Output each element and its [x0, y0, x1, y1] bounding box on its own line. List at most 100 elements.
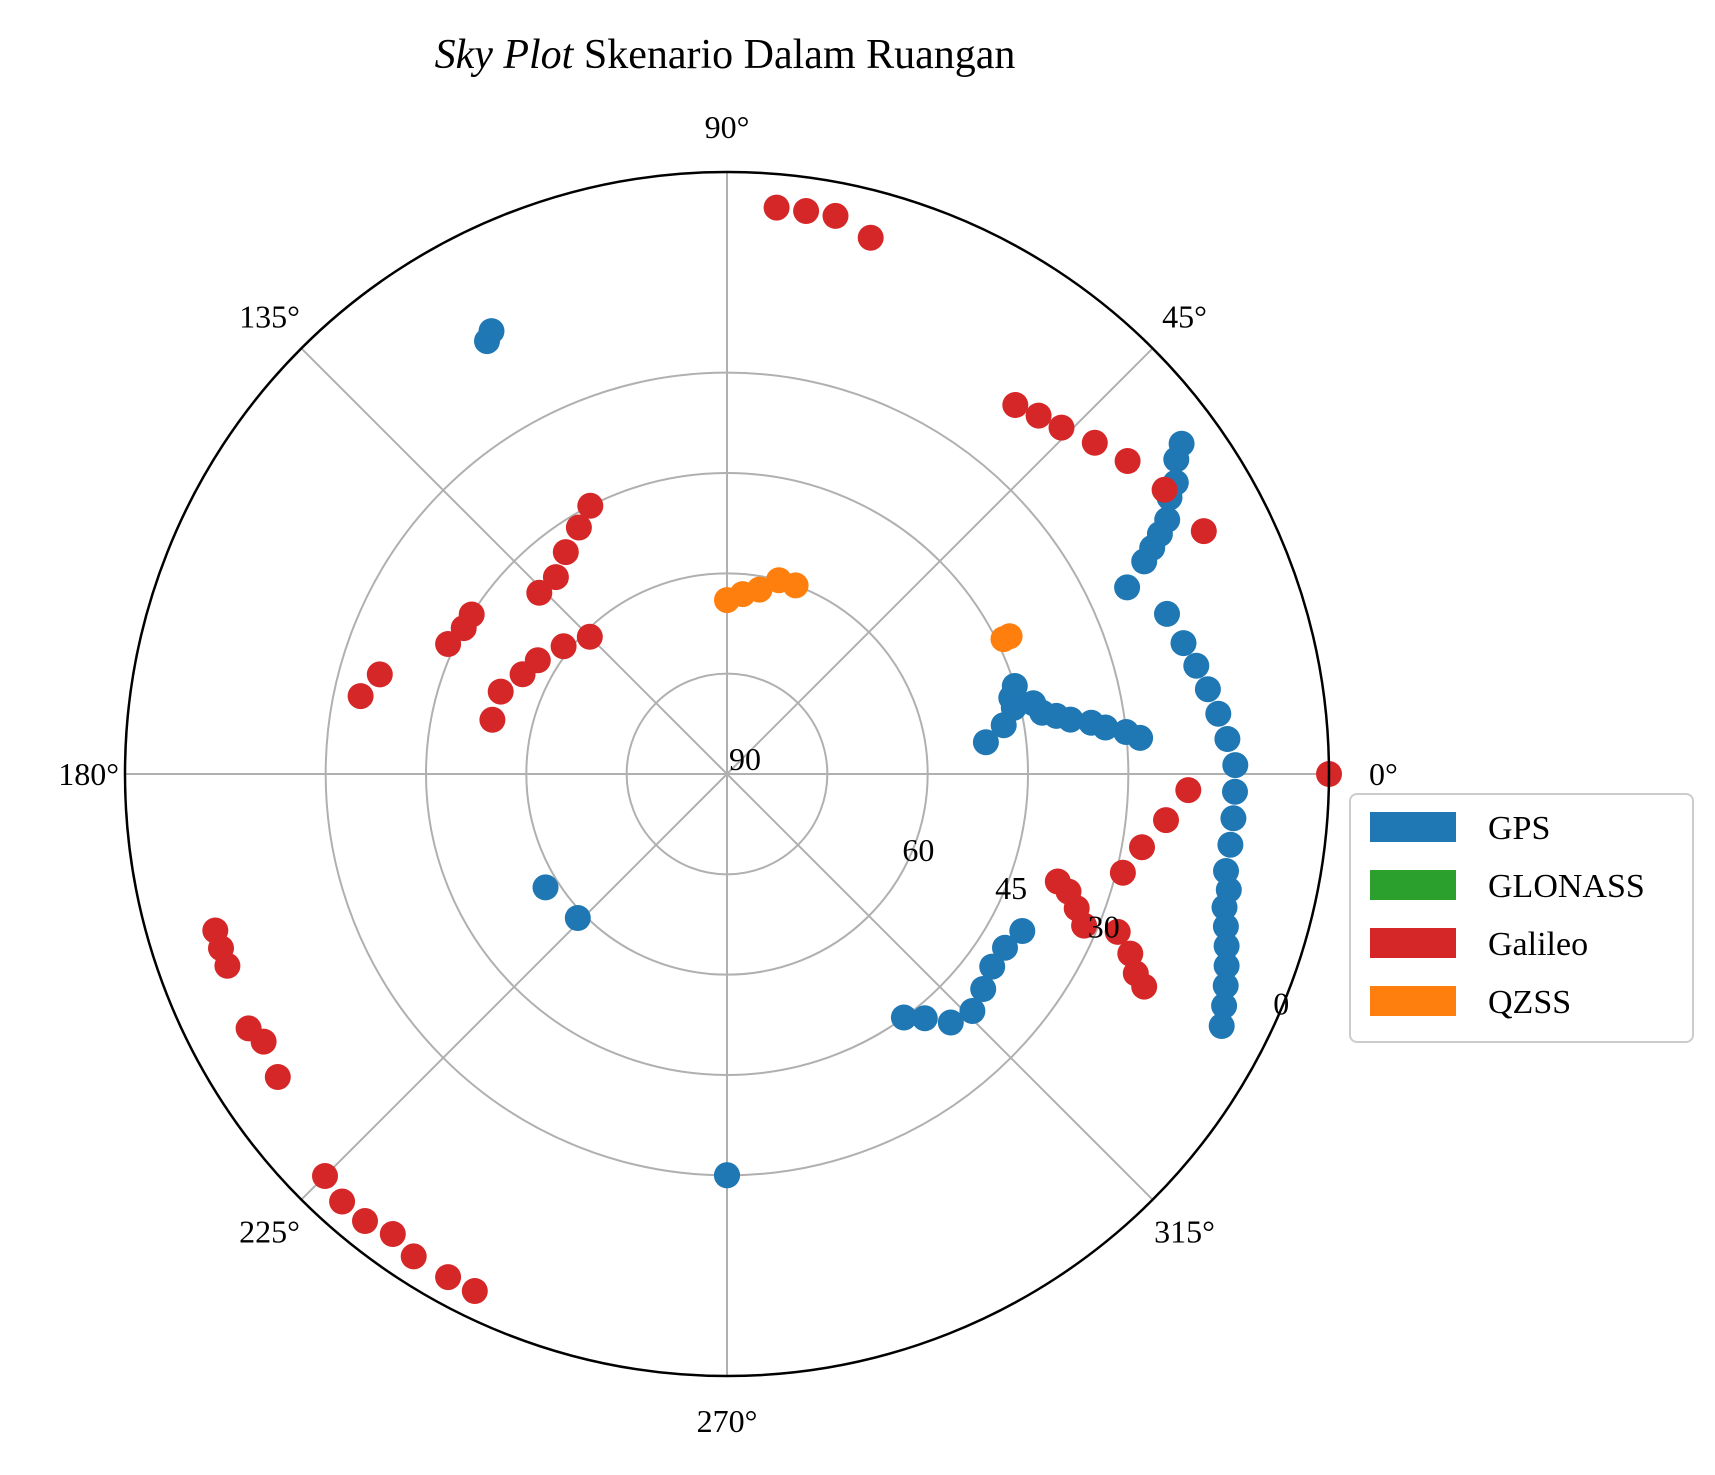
- theta-tick-label: 225°: [239, 1214, 300, 1250]
- theta-tick-label: 90°: [705, 109, 750, 145]
- point-galileo: [347, 683, 374, 710]
- point-gps: [959, 998, 986, 1024]
- grid-spoke: [726, 773, 1154, 1201]
- point-galileo: [1002, 392, 1029, 418]
- point-galileo: [1190, 518, 1217, 545]
- theta-tick-label: 315°: [1154, 1214, 1215, 1250]
- legend: GPS GLONASS Galileo QZSS: [1349, 793, 1694, 1043]
- point-galileo: [1129, 834, 1155, 861]
- point-gps: [1217, 831, 1244, 858]
- chart-title: Sky Plot Skenario Dalam Ruangan: [435, 32, 1016, 78]
- point-galileo: [400, 1243, 427, 1270]
- point-galileo: [312, 1163, 338, 1189]
- theta-tick-label: 270°: [697, 1403, 758, 1439]
- theta-tick-label: 0°: [1369, 756, 1398, 792]
- grid-spoke: [726, 347, 1154, 775]
- point-galileo: [461, 1278, 488, 1304]
- legend-swatch: [1370, 986, 1456, 1016]
- point-galileo: [250, 1028, 277, 1055]
- point-gps: [1183, 652, 1210, 679]
- point-galileo: [577, 492, 604, 519]
- point-galileo: [435, 1264, 462, 1291]
- polar-outline: [123, 170, 1331, 1378]
- point-gps: [1213, 952, 1240, 979]
- grid-spoke: [300, 347, 728, 775]
- point-gps: [1222, 778, 1248, 805]
- point-gps: [1114, 574, 1141, 601]
- point-galileo: [1175, 777, 1202, 804]
- point-galileo: [479, 706, 506, 733]
- point-gps: [1154, 600, 1180, 627]
- point-gps: [1194, 676, 1221, 703]
- point-gps: [1205, 700, 1232, 727]
- point-gps: [1213, 933, 1240, 959]
- point-gps: [1212, 913, 1239, 940]
- radial-tick-label: 30: [1088, 909, 1120, 945]
- point-galileo: [793, 198, 820, 224]
- legend-swatch: [1370, 928, 1456, 958]
- point-galileo: [857, 224, 884, 251]
- legend-box: [1349, 793, 1694, 1043]
- radial-tick-label: 45: [995, 870, 1027, 906]
- point-qzss: [996, 623, 1023, 650]
- grid-spoke: [300, 773, 728, 1201]
- theta-tick-label: 45°: [1162, 299, 1207, 335]
- point-galileo: [763, 194, 790, 221]
- point-qzss: [782, 572, 809, 599]
- point-galileo: [379, 1221, 406, 1247]
- point-galileo: [487, 678, 514, 705]
- tick-labels: 0° 45° 90° 135° 180° 225° 270° 315° 90 60 45 30 0: [58, 109, 1398, 1439]
- point-galileo: [1117, 940, 1144, 967]
- point-galileo: [524, 647, 551, 674]
- theta-tick-label: 180°: [58, 756, 119, 792]
- point-galileo: [576, 623, 603, 650]
- radial-tick-label: 0: [1273, 985, 1289, 1021]
- data-points: [202, 194, 1342, 1304]
- legend-items: GPS GLONASS Galileo QZSS: [1370, 810, 1645, 1021]
- point-gps: [992, 934, 1018, 961]
- polar-frame: [123, 170, 1331, 1378]
- point-gps: [532, 874, 559, 901]
- point-galileo: [1104, 918, 1131, 945]
- point-galileo: [329, 1188, 356, 1215]
- legend-label: QZSS: [1488, 984, 1571, 1021]
- point-galileo: [1048, 414, 1075, 441]
- point-gps: [1001, 673, 1028, 699]
- point-galileo: [1081, 429, 1108, 456]
- theta-tick-label: 135°: [239, 299, 300, 335]
- point-galileo: [565, 514, 592, 541]
- point-gps: [714, 1162, 740, 1189]
- legend-swatch: [1370, 812, 1456, 842]
- point-galileo: [822, 202, 849, 229]
- polar-grid: [125, 172, 1329, 1376]
- point-galileo: [1109, 859, 1136, 886]
- chart-title-italic: Sky Plot: [435, 32, 575, 78]
- radial-tick-label: 90: [729, 741, 761, 777]
- point-galileo: [352, 1208, 378, 1234]
- point-gps: [564, 905, 591, 931]
- point-galileo: [1025, 402, 1052, 429]
- point-gps: [979, 953, 1006, 980]
- point-gps: [1220, 805, 1247, 832]
- point-gps: [1222, 752, 1249, 779]
- point-gps: [972, 729, 999, 756]
- legend-swatch: [1370, 870, 1456, 900]
- point-galileo: [1153, 807, 1179, 834]
- point-galileo: [1044, 868, 1071, 895]
- point-galileo: [264, 1064, 291, 1090]
- point-galileo: [552, 539, 579, 566]
- point-gps: [890, 1004, 917, 1031]
- point-gps: [1208, 1013, 1235, 1039]
- legend-label: Galileo: [1488, 926, 1588, 963]
- point-gps: [1212, 972, 1239, 999]
- point-gps: [1057, 706, 1084, 733]
- point-galileo: [435, 631, 462, 657]
- point-gps: [1131, 548, 1158, 575]
- point-gps: [937, 1009, 964, 1036]
- point-galileo: [366, 661, 393, 688]
- point-galileo: [214, 952, 241, 979]
- legend-label: GPS: [1488, 810, 1550, 847]
- point-galileo: [1151, 476, 1178, 503]
- point-gps: [1092, 714, 1119, 741]
